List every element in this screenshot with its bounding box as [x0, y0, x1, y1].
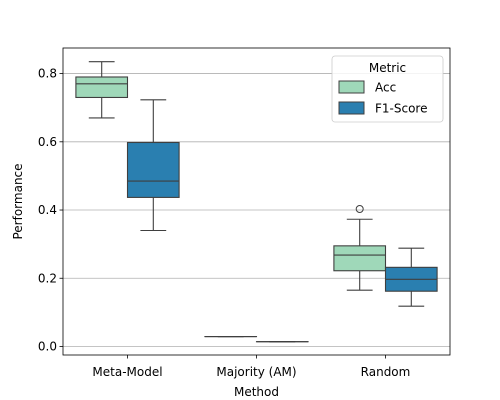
box-f1-score-0: [126, 99, 180, 232]
legend-title: Metric: [369, 61, 406, 75]
x-axis-label: Method: [234, 385, 279, 399]
y-axis-label: Performance: [11, 163, 25, 239]
box-acc-2: [333, 205, 387, 291]
iqr-box: [75, 76, 129, 99]
legend-swatch-0: [338, 80, 365, 94]
box-f1-score-2: [384, 247, 438, 307]
legend: Metric Acc F1-Score: [331, 55, 444, 123]
legend-label-0: Acc: [375, 81, 396, 95]
iqr-box: [126, 141, 180, 198]
outlier-0: [355, 205, 364, 214]
ytick-label-4: 0.8: [38, 67, 57, 81]
ytick-label-2: 0.4: [38, 203, 57, 217]
box-acc-0: [75, 61, 129, 119]
y-axis-ticks: 0.0 0.2 0.4 0.6 0.8: [38, 67, 63, 353]
ytick-label-3: 0.6: [38, 135, 57, 149]
xtick-label-0: Meta-Model: [92, 365, 162, 379]
legend-label-1: F1-Score: [375, 102, 427, 116]
box-groups: [75, 61, 438, 343]
ytick-label-0: 0.0: [38, 339, 57, 353]
xtick-label-2: Random: [361, 365, 411, 379]
x-axis-ticks: Meta-Model Majority (AM) Random: [92, 355, 410, 379]
legend-swatch-1: [338, 101, 365, 115]
iqr-box: [333, 245, 387, 272]
xtick-label-1: Majority (AM): [216, 365, 296, 379]
ytick-label-1: 0.2: [38, 271, 57, 285]
